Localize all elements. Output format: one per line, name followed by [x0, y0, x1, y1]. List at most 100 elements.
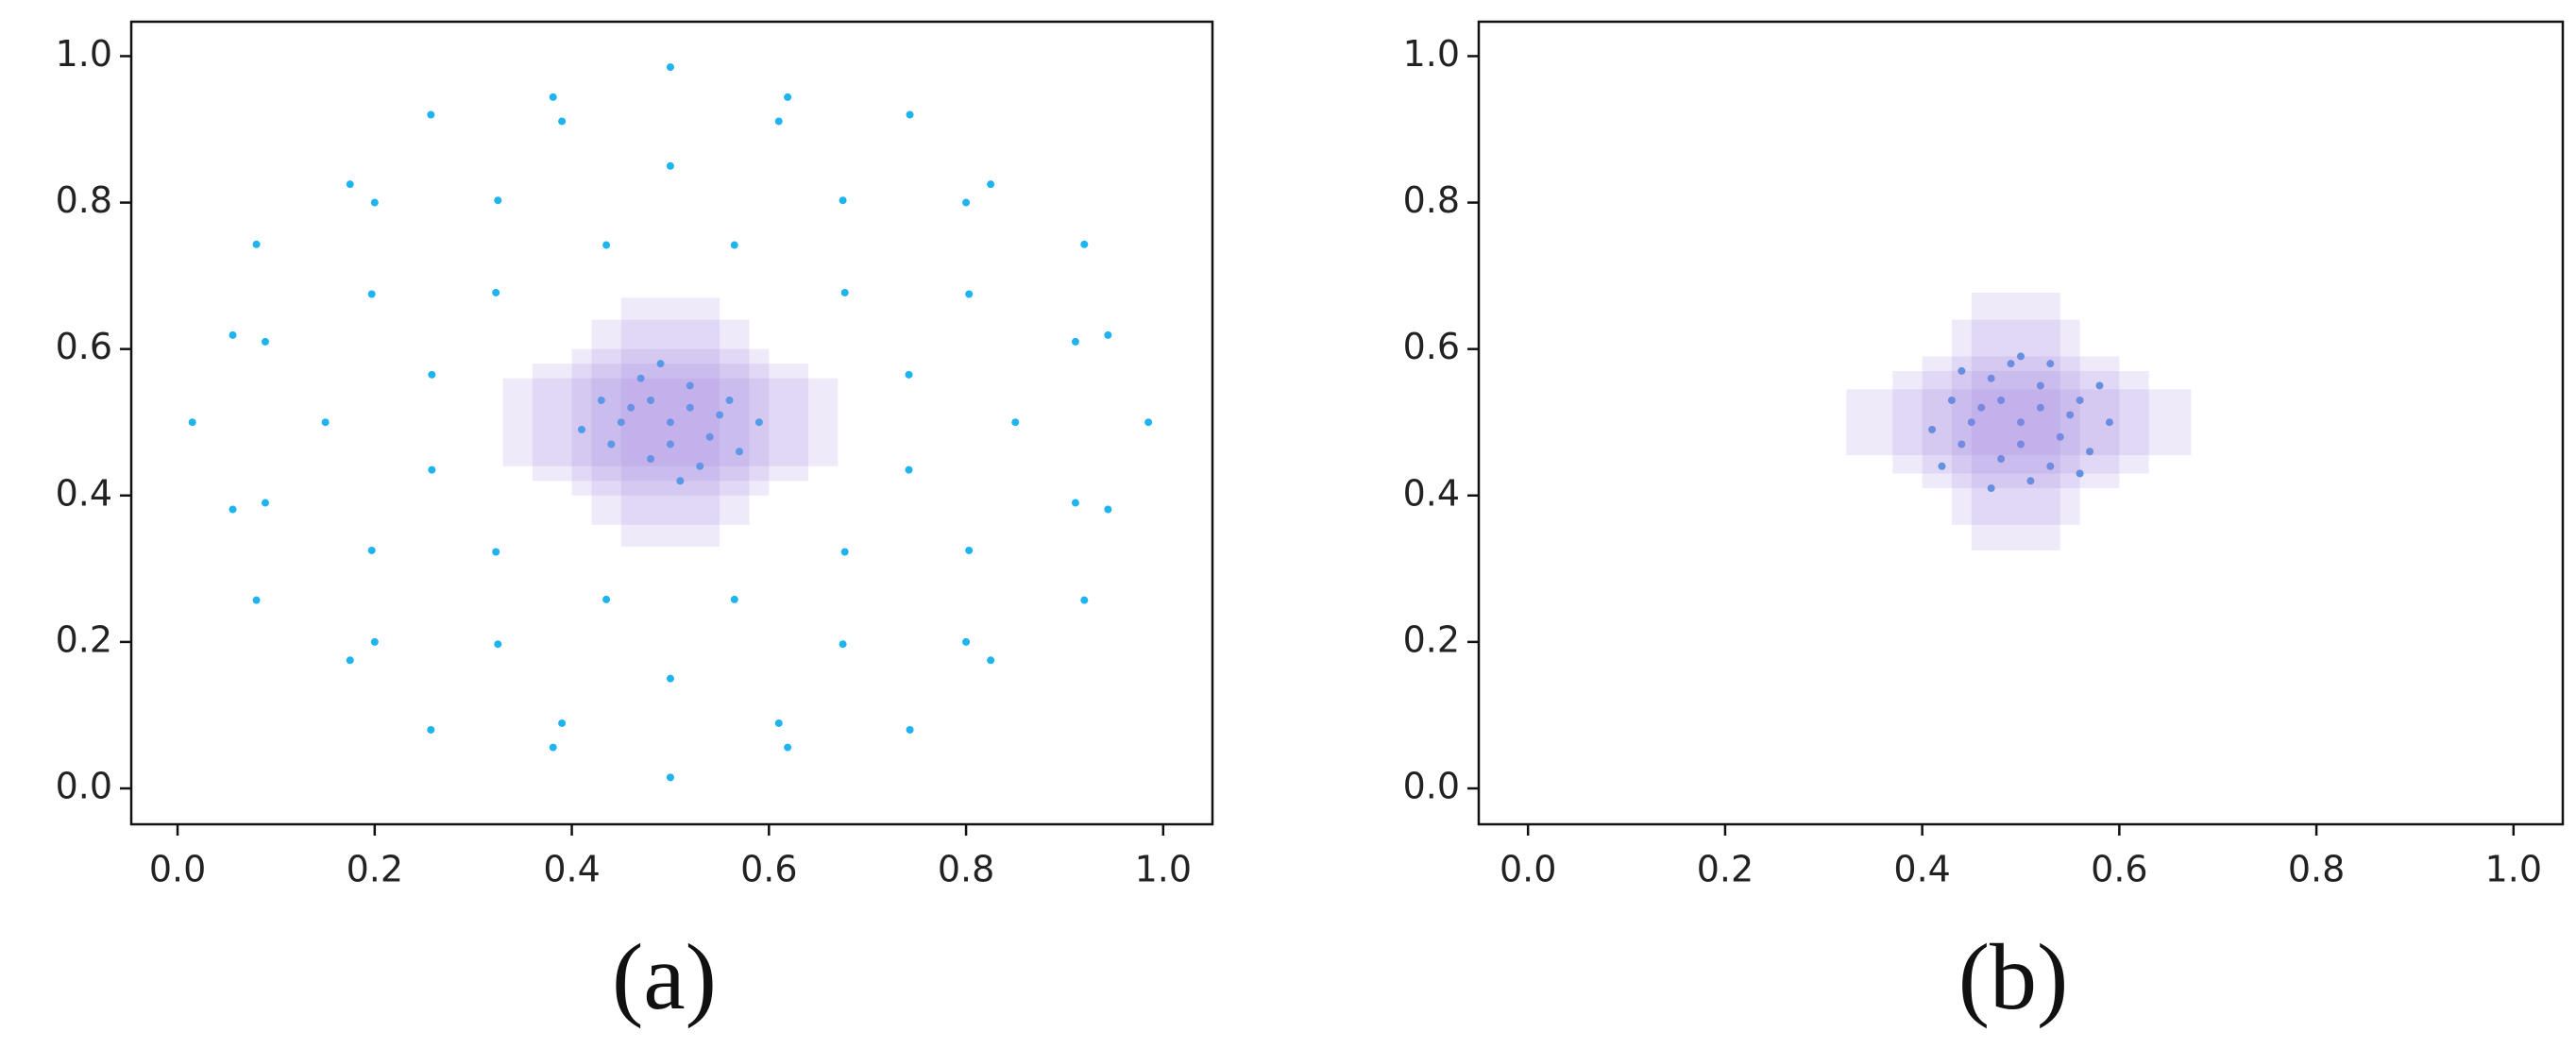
x-tick-label: 0.2 — [1697, 849, 1754, 890]
y-tick-label: 0.6 — [1403, 326, 1460, 367]
region — [620, 297, 720, 548]
x-tick-label: 1.0 — [1135, 849, 1192, 890]
point — [1928, 425, 1937, 433]
point — [2036, 381, 2044, 390]
point — [602, 241, 611, 249]
point — [346, 656, 354, 665]
point — [2076, 396, 2084, 404]
y-tick-label: 0.4 — [1403, 472, 1460, 514]
y-tick-label: 0.0 — [56, 765, 112, 806]
region — [1971, 292, 2060, 550]
point — [735, 448, 743, 456]
point — [549, 93, 557, 101]
y-tick-label: 0.2 — [1403, 618, 1460, 660]
point — [905, 465, 913, 474]
x-tick-label: 0.2 — [347, 849, 403, 890]
point — [1957, 366, 1966, 375]
point — [774, 719, 783, 727]
point — [261, 499, 269, 507]
caption: (b) — [1958, 924, 2069, 1029]
point — [839, 196, 847, 205]
point — [558, 117, 567, 126]
point — [428, 465, 436, 474]
point — [1071, 499, 1079, 507]
region — [1846, 389, 2192, 456]
point — [1080, 596, 1089, 604]
y-tick-label: 0.2 — [56, 618, 112, 660]
point — [656, 360, 665, 368]
plot-frame — [1477, 20, 2565, 826]
y-tick-label: 1.0 — [1403, 33, 1460, 75]
point — [2105, 418, 2113, 427]
point — [229, 330, 237, 339]
region — [1951, 319, 2080, 525]
point — [370, 198, 379, 207]
point — [2026, 477, 2035, 485]
x-tick-label: 0.0 — [1500, 849, 1556, 890]
point — [2017, 440, 2025, 448]
point — [839, 640, 847, 649]
point — [492, 548, 500, 556]
point — [1938, 462, 1946, 470]
point — [754, 418, 763, 427]
point — [2076, 469, 2084, 478]
point — [427, 110, 435, 119]
point — [666, 674, 674, 683]
x-tick-label: 1.0 — [2485, 849, 2542, 890]
point — [1947, 396, 1956, 404]
point — [1977, 403, 1986, 412]
point — [987, 180, 995, 189]
point — [577, 425, 585, 433]
region — [591, 319, 750, 525]
point — [1080, 240, 1089, 248]
x-tick-label: 0.8 — [938, 849, 994, 890]
point — [2017, 352, 2025, 361]
point — [494, 640, 502, 649]
point — [965, 546, 974, 554]
point — [1997, 455, 2006, 464]
point — [558, 719, 567, 727]
point — [716, 411, 724, 419]
x-tick-label: 0.4 — [543, 849, 600, 890]
point — [906, 725, 914, 734]
point — [607, 440, 616, 448]
point — [636, 374, 645, 382]
point — [962, 198, 971, 207]
x-tick-label: 0.8 — [2288, 849, 2345, 890]
point — [965, 290, 974, 298]
point — [2086, 448, 2094, 456]
point — [725, 396, 734, 404]
point — [647, 396, 655, 404]
point — [229, 505, 237, 514]
x-tick-label: 0.4 — [1893, 849, 1950, 890]
x-tick-label: 0.0 — [149, 849, 206, 890]
point — [686, 403, 694, 412]
point — [1967, 418, 1975, 427]
point — [367, 546, 376, 554]
point — [905, 370, 913, 379]
point — [840, 288, 849, 296]
point — [494, 196, 502, 205]
point — [1011, 418, 1020, 427]
point — [784, 93, 792, 101]
region — [571, 348, 770, 496]
point — [492, 288, 500, 296]
point — [602, 595, 611, 603]
point — [1997, 396, 2006, 404]
point — [1957, 440, 1966, 448]
x-tick-label: 0.6 — [740, 849, 797, 890]
point — [730, 595, 738, 603]
point — [2036, 403, 2044, 412]
point — [666, 440, 674, 448]
point — [261, 337, 269, 346]
x-tick-label: 0.6 — [2091, 849, 2147, 890]
point — [188, 418, 196, 427]
point — [987, 656, 995, 665]
point — [666, 63, 674, 72]
point — [346, 180, 354, 189]
point — [705, 432, 714, 441]
point — [252, 596, 261, 604]
point — [1104, 505, 1112, 514]
point — [666, 773, 674, 782]
